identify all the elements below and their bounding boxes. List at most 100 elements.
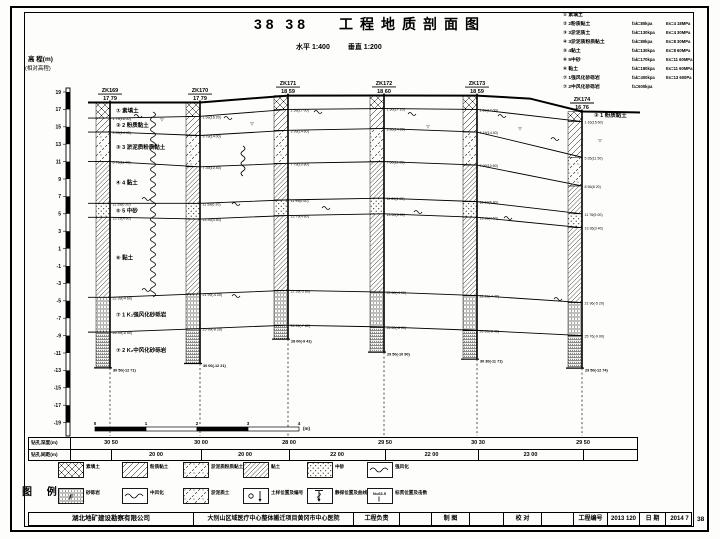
elevation-bar [65, 87, 71, 437]
titleblock-cell: 湖北地矿建设勘察有限公司 [72, 515, 150, 522]
stratum-4 [95, 161, 111, 204]
stratum-3 [462, 131, 478, 166]
cpt-curve [150, 111, 156, 298]
elevation-tick-label: 13 [55, 142, 61, 148]
swatch-box [58, 488, 84, 504]
stratum-label: ① 素填土 [116, 106, 139, 114]
borehole-elevation: 16 76 [575, 105, 589, 111]
borehole-ZK173 [462, 95, 478, 360]
titleblock-cell: 2013 120 [607, 513, 639, 525]
stratum-8 [369, 326, 385, 353]
elevation-tick-label: 7 [58, 194, 61, 200]
boundary-depth-label: 26 60(-8 00) [387, 326, 407, 330]
stratum-7 [185, 293, 201, 329]
strata-row-name: ⑥ 黏土 [563, 65, 578, 72]
stratum-1 [185, 102, 201, 117]
legend-item-label: 淤泥质粉质黏土 [211, 464, 244, 469]
boundary-depth-label: 3 79(14 00) [203, 135, 221, 139]
spacing-value: 20 00 [238, 452, 252, 458]
stratum-label: ⑤ 5 中砂 [116, 206, 138, 214]
boundary-depth-label: 8 56(8 20) [585, 185, 601, 189]
stratum-2 [273, 109, 289, 131]
boundary-depth-label: 1 79(16 00) [113, 117, 131, 121]
strata-row-name: ⑦ 2中风化砂砾岩 [563, 83, 600, 90]
boundary-depth-label: 22 99(-4 40) [480, 295, 500, 299]
stratum-label: ③ 3 淤泥质粉质黏土 [116, 143, 166, 151]
borehole-tables: 钻孔深度(m) 30 50 30 00 28 00 29 50 30 30 29 50 钻孔间… [28, 437, 638, 461]
diag2-swatch [243, 462, 269, 478]
strata-row-fak: fak=80kpa [632, 21, 653, 26]
borehole-termination-label: 29 50(-10 90) [387, 353, 411, 357]
elevation-tick-label: 5 [58, 212, 61, 218]
strata-row-name: ⑤ 4黏土 [563, 47, 581, 54]
titleblock-cell: 工程负责 [353, 513, 399, 525]
borehole-id: ZK169 [102, 88, 119, 94]
borehole-ZK172 [369, 95, 385, 353]
stratum-label: ④ 4 黏土 [116, 178, 138, 186]
stratum-7 [567, 302, 583, 336]
elevation-axis-label: 高 程(m) [28, 56, 53, 63]
swatch-box [183, 462, 209, 478]
wave-mark [321, 206, 331, 210]
strata-row-name: ② 2粉质黏土 [563, 20, 590, 27]
titleblock-cell: 工程编号 [573, 513, 607, 525]
boundary-depth-label: 5 26(11 50) [585, 156, 603, 160]
scalebar-label: 0 [94, 421, 97, 426]
boundary-depth-label: 13 79(4 80) [291, 215, 309, 219]
borehole-id: ZK174 [574, 97, 591, 103]
boundary-depth-label: 7 39(10 40) [203, 166, 221, 170]
boundary-depth-label: 7 79(10 80) [291, 162, 309, 166]
legend-item-label: 强风化 [395, 464, 409, 469]
boundary-depth-label: 1 59(16 20) [203, 115, 221, 119]
horizontal-scale: 水平 1:400 [296, 44, 330, 51]
stratum-label-right: ② 1 粉质黏土 [594, 111, 627, 119]
borehole-annotations-ZK169: ZK169 17 79 1 79(16 00) 3 39(14 40) 6 79(11 … [94, 88, 137, 436]
spt-swatch: N=63.5 [367, 488, 393, 504]
groundwater-mark: ▽ [250, 121, 254, 126]
stratum-5 [95, 203, 111, 218]
stratum-5 [369, 197, 385, 215]
layer-boundary-line [88, 289, 583, 303]
borehole-id: ZK173 [469, 81, 486, 87]
depth-value: 30 50 [104, 440, 118, 446]
legend-item-label: 素填土 [86, 464, 100, 469]
boundary-depth-label: 25 99(-8 20) [203, 328, 223, 332]
strata-row-modulus: Es=11 60MPa [666, 57, 693, 62]
cpt-curve [240, 145, 246, 177]
spacing-value: 22 00 [424, 452, 439, 458]
legend-item: 淤泥质土 [183, 488, 229, 506]
spacing-divider [201, 450, 202, 461]
elevation-tick-label: -7 [57, 316, 62, 322]
depth-row-label: 钻孔深度(m) [29, 438, 71, 449]
stratum-2 [369, 108, 385, 129]
elevation-bar-segment [66, 300, 70, 319]
cpt-arrowhead [317, 499, 321, 502]
groundwater-mark: ▽ [160, 117, 164, 122]
boundary-depth-label: 11 76(5 00) [585, 213, 603, 217]
drawing-title: 38 38 工程地质剖面图 [190, 14, 550, 34]
legend-item: 中砂 [307, 462, 344, 480]
legend-item: F 砂砾岩 [58, 488, 100, 506]
scalebar-segment [196, 426, 249, 432]
swatch-box [243, 488, 269, 504]
stratum-6 [369, 213, 385, 293]
elevation-tick-label: 1 [58, 246, 61, 252]
dashdiag2-swatch [183, 488, 209, 504]
stratum-2 [462, 109, 478, 133]
legend-item: 淤泥质粉质黏土 [183, 462, 243, 480]
depth-value: 29 50 [378, 440, 392, 446]
depth-value: 30 30 [471, 440, 485, 446]
stratum-4 [462, 164, 478, 202]
strata-row-modulus: Es=8 60MPa [666, 48, 691, 53]
legend-item-label: 标贯位置及击数 [395, 490, 428, 495]
boundary-depth-label: 13 39(4 40) [203, 218, 221, 222]
depth-row: 钻孔深度(m) 30 50 30 00 28 00 29 50 30 30 29 50 [29, 438, 637, 450]
boundary-depth-label: 1 16(15 60) [585, 121, 603, 125]
legend-item: 粉质黏土 [122, 462, 168, 480]
legend-item-label: 粉质黏土 [150, 464, 169, 469]
boundary-depth-label: 21 96(-5 20) [585, 302, 605, 306]
legend-item-label: 中砂 [335, 464, 345, 469]
borehole-elevation: 18 59 [470, 89, 484, 95]
boundary-depth-label: 13 36(3 40) [585, 227, 603, 231]
legend-item: 静探位置及曲线 [307, 488, 367, 506]
